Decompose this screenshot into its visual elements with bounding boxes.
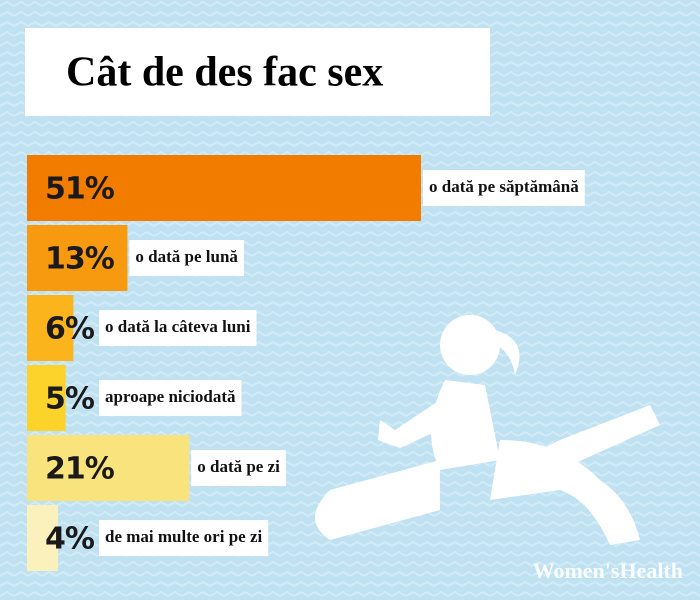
bar — [27, 295, 74, 361]
silhouette — [315, 315, 660, 545]
category-label: o dată pe săptămână — [429, 177, 579, 196]
bar — [27, 225, 128, 291]
category-label: o dată pe zi — [197, 457, 280, 476]
category-label-box — [423, 170, 585, 206]
category-label: o dată la câteva luni — [105, 317, 251, 336]
category-label-box — [99, 380, 242, 416]
value-label: 4% — [45, 522, 95, 557]
category-label-box — [99, 520, 269, 556]
category-label-box — [129, 240, 244, 276]
value-label: 5% — [45, 382, 95, 417]
category-label: aproape niciodată — [105, 387, 236, 406]
value-label: 13% — [45, 242, 115, 277]
bar — [27, 365, 66, 431]
bar — [27, 435, 190, 501]
chart-title: Cât de des fac sex — [66, 50, 383, 96]
value-label: 51% — [45, 172, 115, 207]
category-label: o dată pe lună — [135, 247, 238, 266]
value-label: 6% — [45, 312, 95, 347]
category-label-box — [99, 310, 257, 346]
category-label: de mai multe ori pe zi — [105, 527, 262, 546]
bar — [27, 155, 421, 221]
bar — [27, 505, 58, 571]
category-label-box — [191, 450, 286, 486]
source: Women'sHealth — [533, 558, 683, 583]
value-label: 21% — [45, 452, 115, 487]
title-box — [25, 28, 490, 116]
